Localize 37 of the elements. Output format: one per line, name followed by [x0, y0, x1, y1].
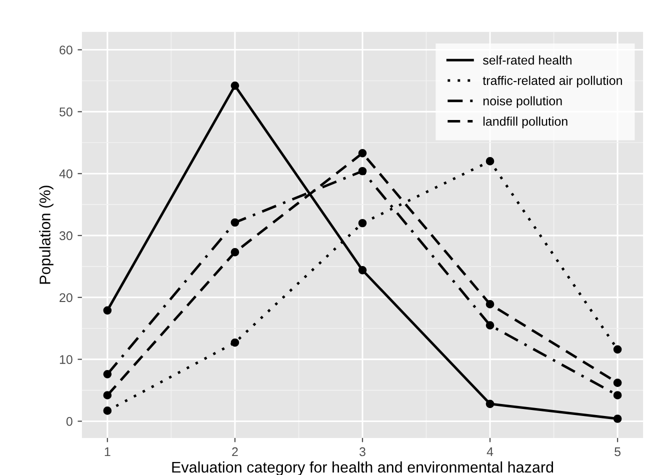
legend-label: traffic-related air pollution: [482, 76, 622, 88]
point: [103, 370, 112, 378]
y-tick-label: 20: [60, 293, 72, 302]
x-tick-label: 5: [614, 447, 621, 456]
x-tick-label: 2: [232, 447, 238, 456]
point: [358, 218, 367, 228]
point: [103, 406, 112, 415]
point: [358, 149, 367, 158]
legend-label: self-rated health: [482, 55, 572, 65]
legend-label: noise pollution: [483, 96, 562, 108]
legend-label: landfill pollution: [483, 116, 568, 128]
point: [486, 400, 494, 408]
point: [103, 391, 112, 400]
x-tick-label: 4: [486, 447, 494, 456]
y-tick-label: 50: [59, 107, 72, 116]
y-tick-label: 10: [60, 355, 72, 364]
point: [613, 414, 622, 423]
point: [230, 82, 240, 90]
point: [358, 266, 367, 274]
y-tick-label: 0: [66, 417, 72, 426]
y-tick-label: 60: [60, 46, 72, 54]
point: [486, 300, 494, 308]
point: [613, 345, 622, 354]
point: [230, 248, 240, 256]
x-tick-label: 1: [104, 447, 110, 456]
point: [230, 338, 240, 347]
y-tick-label: 30: [59, 231, 72, 240]
point: [613, 391, 622, 400]
x-tick-label: 3: [359, 447, 366, 456]
point: [103, 306, 112, 315]
y-tick-label: 40: [59, 169, 72, 178]
point: [358, 166, 367, 176]
point: [613, 378, 622, 388]
y-axis-title: Population (%): [39, 186, 54, 284]
point: [486, 321, 494, 330]
point: [486, 157, 494, 166]
point: [230, 218, 240, 227]
